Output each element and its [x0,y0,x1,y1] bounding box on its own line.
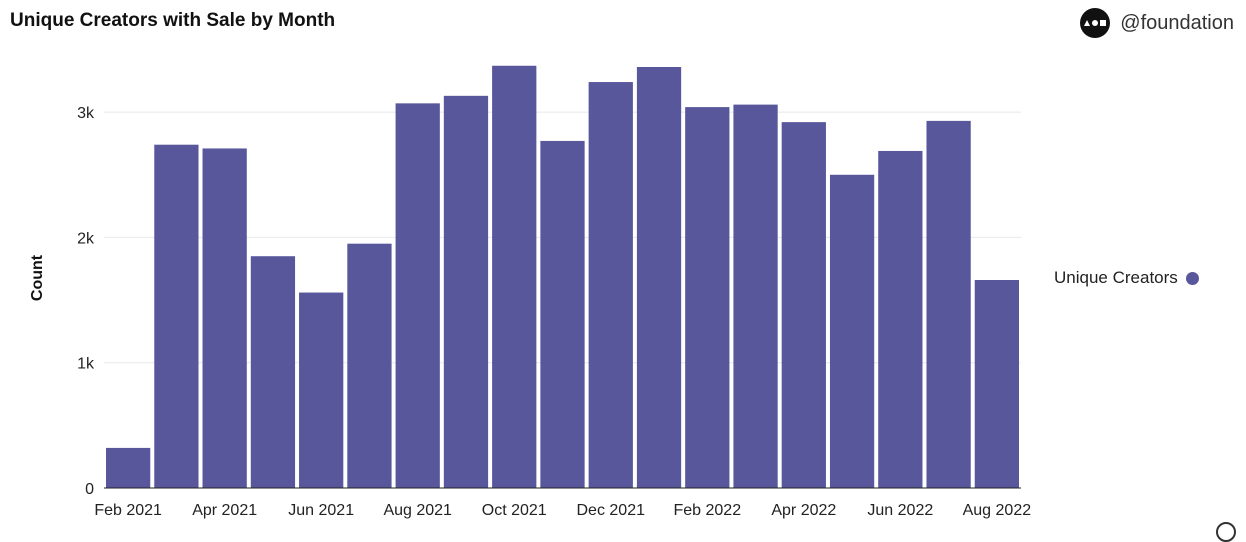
y-tick-label: 2k [77,230,95,247]
bar [492,65,537,489]
x-tick-label: Aug 2022 [963,502,1032,519]
bar [154,144,199,488]
bar [250,256,296,488]
legend-swatch [1185,271,1199,285]
x-tick-label: Dec 2021 [577,502,646,519]
x-tick-label: Apr 2022 [771,502,836,519]
x-tick-label: Feb 2022 [673,502,741,519]
legend-label: Unique Creators [1054,268,1178,287]
bar [733,104,778,488]
bar [106,447,151,488]
x-tick-label: Apr 2021 [192,502,257,519]
bar [202,148,247,488]
brand-badge[interactable]: @foundation [1080,8,1234,38]
y-tick-label: 0 [85,481,94,498]
bar [781,122,826,488]
bar [878,150,923,489]
brand-handle: @foundation [1120,11,1234,34]
bar [974,280,1019,488]
bar [395,103,440,489]
bar [443,95,489,489]
x-tick-label: Feb 2021 [94,502,162,519]
bar [588,82,633,488]
bar [540,140,585,488]
x-tick-label: Aug 2021 [383,502,452,519]
y-tick-label: 1k [77,356,95,373]
foundation-logo-icon [1080,8,1111,38]
bar [829,174,875,488]
chart-title: Unique Creators with Sale by Month [10,10,336,31]
x-tick-label: Jun 2021 [288,502,354,519]
legend[interactable]: Unique Creators [1054,268,1199,288]
y-tick-label: 3k [77,105,95,122]
bar [926,120,971,488]
info-icon[interactable] [1216,522,1236,542]
x-tick-label: Oct 2021 [482,502,547,519]
bar [636,67,682,488]
x-tick-label: Jun 2022 [867,502,933,519]
bar [347,243,392,488]
bar [299,292,344,488]
bar [685,107,730,488]
